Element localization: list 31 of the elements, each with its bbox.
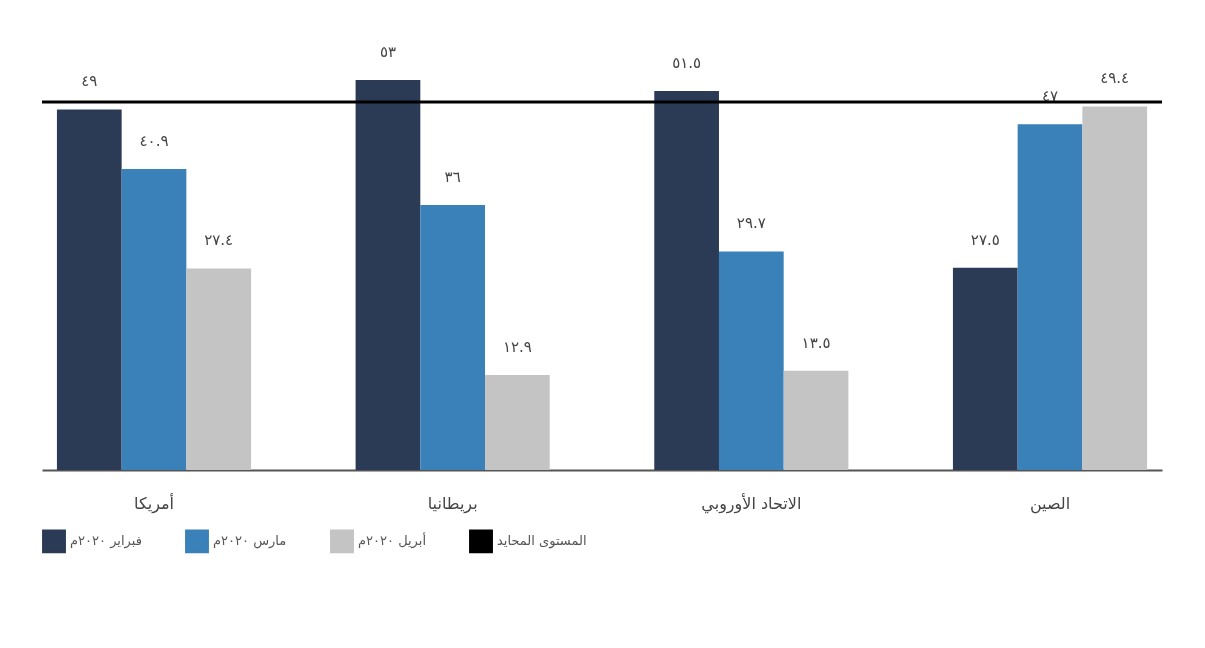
- bar: [1017, 124, 1083, 470]
- data-label: ٣٦: [444, 168, 461, 187]
- bar: [718, 251, 784, 470]
- legend-label: المستوى المحايد: [497, 533, 587, 550]
- data-label: ٥١.٥: [672, 54, 702, 73]
- legend-label: أبريل ٢٠٢٠م: [358, 532, 426, 550]
- data-label: ٤٩.٤: [1100, 69, 1130, 88]
- data-label: ٢٧.٥: [970, 230, 1000, 249]
- data-label: ٤٩: [81, 72, 98, 91]
- data-label: ١٢.٩: [502, 338, 532, 357]
- data-label: ٢٧.٤: [204, 231, 234, 250]
- data-label: ١٣.٥: [801, 333, 831, 352]
- bar: [121, 169, 187, 470]
- data-label: ٥٣: [379, 43, 397, 61]
- bar: [420, 205, 486, 470]
- x-tick-label: الاتحاد الأوروبي: [701, 492, 802, 514]
- data-label: ٢٩.٧: [736, 214, 766, 233]
- x-tick-label: الصين: [1029, 493, 1071, 514]
- bar: [56, 109, 122, 470]
- x-tick-label: بريطانيا: [427, 493, 478, 514]
- bar: [186, 268, 252, 470]
- legend-label: فبراير ٢٠٢٠م: [70, 533, 142, 550]
- bar: [1082, 106, 1148, 470]
- bar: [485, 375, 550, 470]
- bar: [654, 91, 719, 470]
- x-tick-label: أمريكا: [133, 492, 175, 514]
- data-label: ٤٠.٩: [139, 132, 169, 151]
- bar: [783, 370, 849, 470]
- bar: [952, 267, 1018, 470]
- bar: [355, 80, 421, 470]
- legend-label: مارس ٢٠٢٠م: [213, 533, 287, 550]
